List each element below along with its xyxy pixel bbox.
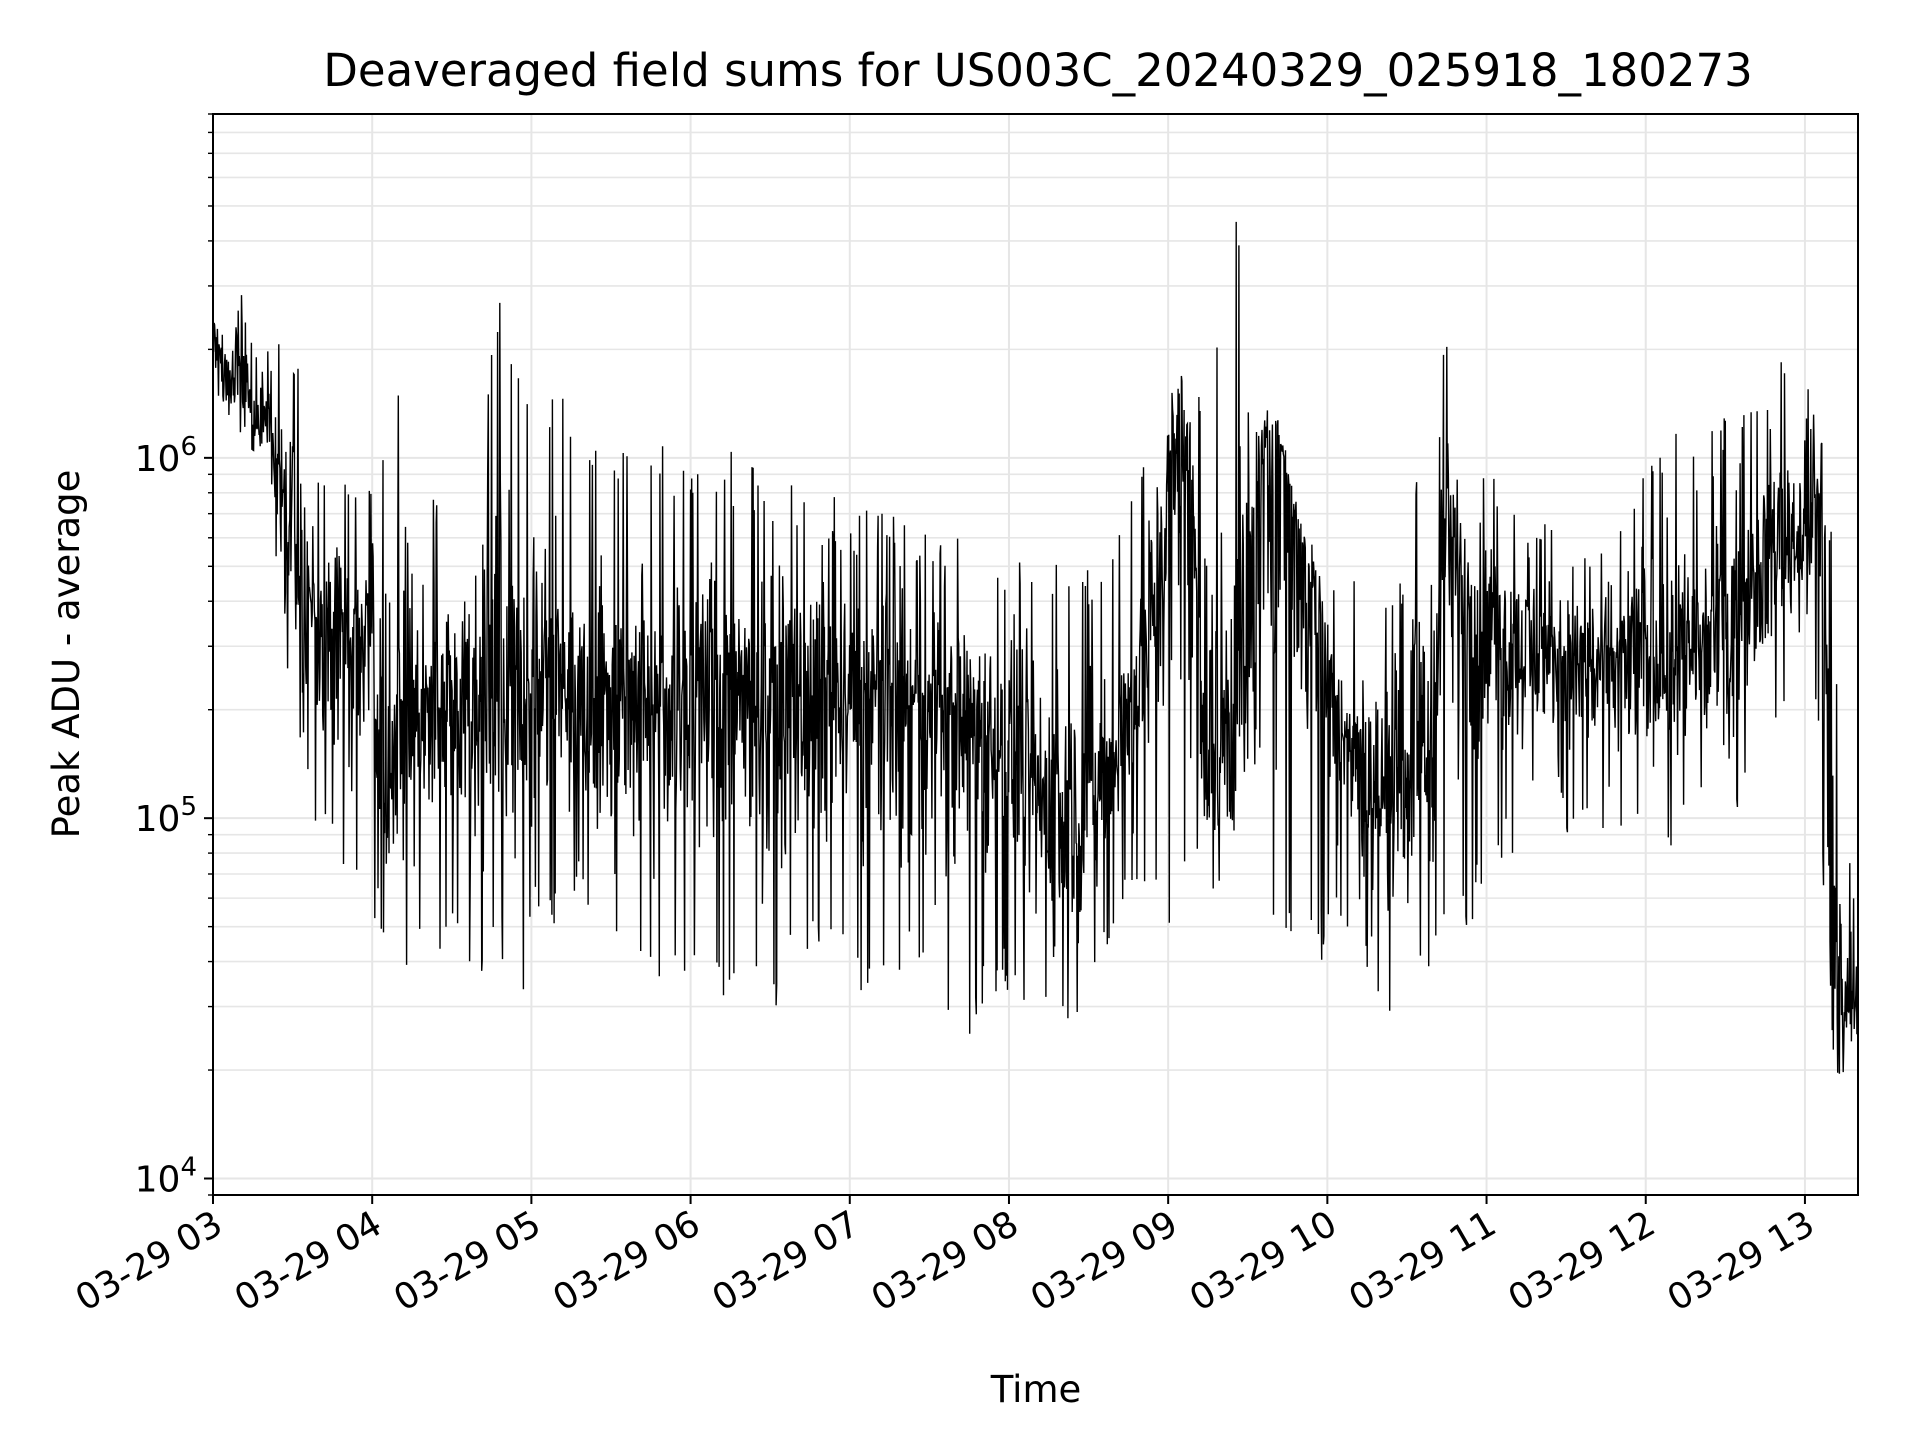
y-tick-label: 104 xyxy=(135,1153,197,1201)
series-line xyxy=(212,221,1859,1074)
chart-title: Deaveraged field sums for US003C_2024032… xyxy=(323,44,1752,97)
plot-area-frame xyxy=(212,113,1859,1196)
y-tick-label: 106 xyxy=(135,432,197,480)
y-axis-label: Peak ADU - average xyxy=(45,470,88,839)
x-axis-label: Time xyxy=(990,1368,1082,1411)
data-layer xyxy=(212,221,1859,1074)
y-tick-label: 105 xyxy=(135,792,197,840)
